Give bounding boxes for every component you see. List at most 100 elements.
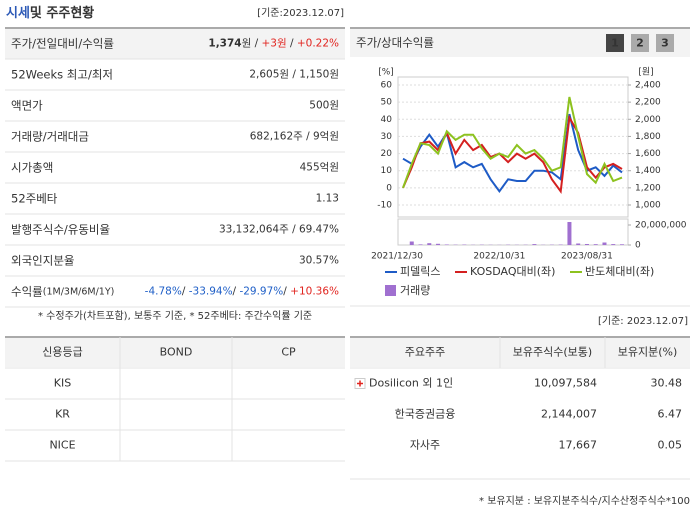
row-label: 52Weeks 최고/최저 [11, 67, 113, 81]
legend-label: 피델릭스 [400, 265, 440, 278]
volume-bar [584, 244, 589, 245]
volume-bar [593, 244, 598, 245]
table-cell: 2,144,007 [541, 408, 597, 421]
x-tick-label: 2021/12/30 [371, 252, 423, 262]
row-label: 수익률(1M/3M/6M/1Y) [11, 284, 114, 298]
table-cell: Dosilicon 외 1인 [369, 377, 453, 390]
y2-tick-label: 1,000 [635, 201, 661, 211]
legend-swatch [385, 285, 396, 296]
label: 발행주식수/유동비율 [11, 222, 110, 236]
table-cell: 30.48 [651, 377, 683, 390]
expand-plus [357, 380, 363, 387]
tab-button[interactable] [656, 34, 674, 52]
title-highlight: 시세 [6, 6, 30, 21]
value-part: +0.22% [297, 38, 339, 50]
row-label: 액면가 [11, 98, 43, 112]
row-label: 외국인지분율 [11, 253, 74, 267]
table-cell: 10,097,584 [534, 377, 597, 390]
row-label: 거래량/거래대금 [11, 129, 89, 143]
value-part: 455억원 [300, 162, 339, 174]
y-tick-label: 0 [386, 183, 392, 193]
label: 주가/전일대비/수익률 [11, 36, 114, 50]
row-value: 33,132,064주 / 69.47% [219, 224, 339, 236]
volume-bar [444, 244, 449, 245]
table-header-bg [350, 338, 690, 367]
legend-label: KOSDAQ대비(좌) [470, 265, 555, 278]
label: 액면가 [11, 98, 43, 112]
y2-tick-label: 1,400 [635, 166, 661, 176]
y-tick-label: 60 [381, 81, 393, 91]
sublabel: (1M/3M/6M/1Y) [43, 286, 115, 297]
label: 외국인지분율 [11, 253, 74, 267]
row-value: 1,374원 / +3원 / +0.22% [208, 38, 339, 50]
legend-label: 거래량 [400, 284, 430, 297]
row-value: 682,162주 / 9억원 [250, 131, 339, 143]
row-value: 2,605원 / 1,150원 [249, 69, 339, 81]
value-part: 33,132,064주 / 69.47% [219, 224, 339, 236]
volume-frame [397, 218, 629, 246]
value-part: -4.78% [145, 286, 182, 298]
table-cell: 자사주 [410, 439, 440, 452]
y2-tick-label: 1,600 [635, 149, 661, 159]
table-cell: 6.47 [658, 408, 683, 421]
volume-bar [436, 243, 441, 245]
value-part: 2,605원 / 1,150원 [249, 69, 339, 81]
tab-label: 2 [636, 37, 644, 50]
value-part: +10.36% [290, 286, 339, 298]
date-label: [기준: 2023.12.07] [598, 315, 688, 327]
title-rest: 및 주주현황 [30, 5, 94, 21]
value-part: -33.94% [189, 286, 233, 298]
y2-tick-label: 1,200 [635, 183, 661, 193]
y-tick-label: 10 [381, 166, 393, 176]
table-header: CP [281, 346, 296, 359]
y-tick-label: 20 [381, 149, 393, 159]
table-header: 보유지분(%) [618, 346, 678, 359]
row-label: 시가총액 [11, 160, 53, 174]
volume-bar [602, 242, 607, 245]
table-header: 보유주식수(보통) [513, 346, 592, 359]
row-value: 1.13 [316, 193, 339, 205]
row-label: 주가/전일대비/수익률 [11, 36, 114, 50]
table-cell: KIS [54, 377, 71, 390]
label: 수익률 [11, 284, 43, 298]
volume-bar [532, 244, 537, 245]
x-tick-label: 2023/08/31 [561, 252, 613, 262]
value-part: 1,374 [208, 38, 241, 50]
table-cell: KR [55, 408, 70, 421]
y2-tick-label: 2,400 [635, 81, 661, 91]
volume-bar [567, 222, 572, 245]
table-header: 신용등급 [42, 346, 82, 359]
y-unit: [%] [378, 68, 394, 78]
row-label: 발행주식수/유동비율 [11, 222, 110, 236]
y2-unit: [원] [638, 67, 653, 78]
tab-button[interactable] [631, 34, 649, 52]
footnote: * 수정주가(차트포함), 보통주 기준, * 52주베타: 주간수익률 기준 [38, 310, 312, 322]
footnote: * 보유지분 : 보유지분주식수/지수산정주식수*100 [479, 495, 690, 507]
value-part: / [287, 38, 297, 50]
row-value: 455억원 [300, 162, 339, 174]
x-tick-label: 2022/10/31 [473, 252, 525, 262]
value-part: / [283, 286, 290, 298]
volume-bar [611, 244, 616, 245]
row-value: -4.78%/ -33.94%/ -29.97%/ +10.36% [145, 286, 339, 298]
row-value: 30.57% [299, 255, 339, 267]
row-highlight [5, 29, 345, 59]
value-part: 1.13 [316, 193, 339, 205]
y-tick-label: -10 [377, 201, 392, 211]
date-label: [기준:2023.12.07] [257, 7, 344, 19]
table-header-bg [5, 338, 345, 367]
volume-bar [427, 243, 432, 245]
value-part: 원 / [242, 38, 262, 50]
section-title: 시세및 주주현황 [6, 5, 94, 21]
tab-label: 3 [661, 37, 669, 50]
tab-button[interactable] [606, 34, 624, 52]
chart-title: 주가/상대수익률 [356, 36, 434, 50]
table-header: BOND [160, 346, 193, 359]
series-line [402, 96, 623, 189]
label: 52Weeks 최고/최저 [11, 67, 113, 81]
volume-bar [418, 244, 423, 245]
y2-tick-label: 2,000 [635, 115, 661, 125]
y-tick-label: 30 [381, 132, 393, 142]
y-tick-label: 40 [381, 115, 393, 125]
